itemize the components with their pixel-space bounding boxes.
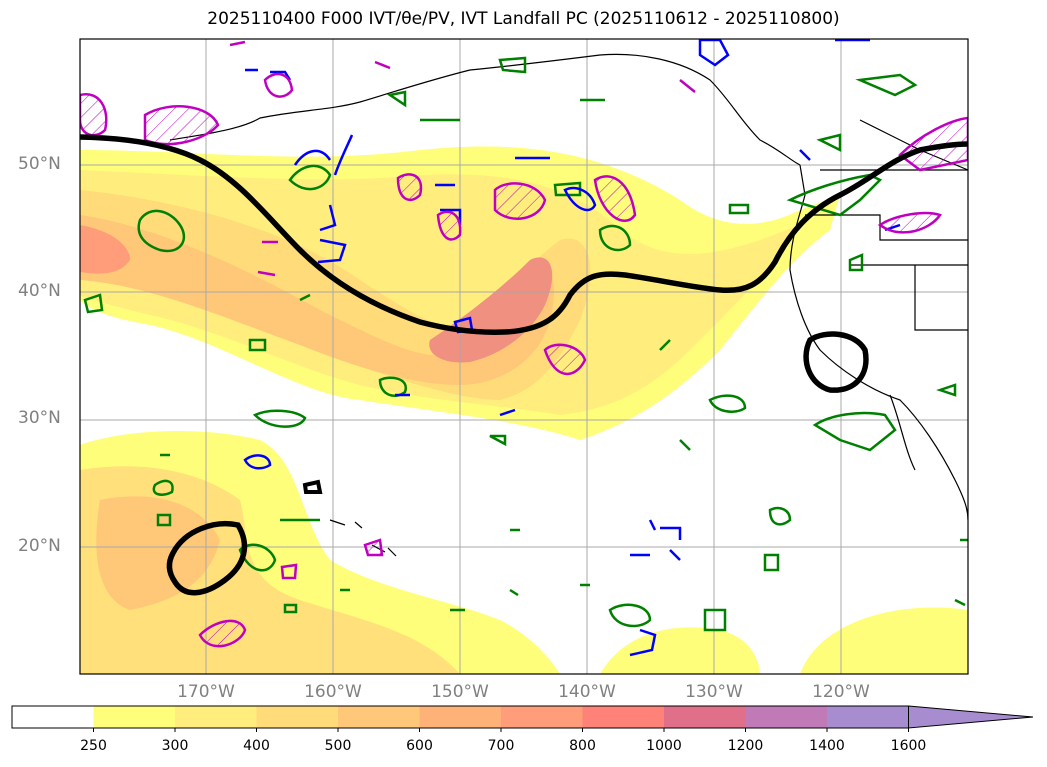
pv-hatched-regions (80, 40, 968, 648)
colorbar-tick-label: 700 (487, 738, 515, 754)
graticule (80, 39, 968, 674)
landfall-pc-contours (80, 134, 968, 596)
lat-label-20n: 20°N (18, 536, 61, 556)
colorbar-tick-label: 1200 (727, 738, 764, 754)
ivt-band-500 (80, 215, 554, 385)
colorbar-segment (256, 706, 339, 728)
lon-label-120w: 120°W (812, 682, 870, 702)
colorbar-tick-label: 300 (161, 738, 189, 754)
ivt-band-se (600, 627, 760, 674)
colorbar-tick-label: 600 (406, 738, 433, 754)
colorbar-segment (175, 706, 257, 728)
colorbar-tick-label: 400 (243, 738, 270, 754)
colorbar-segment (827, 706, 909, 728)
lat-label-40n: 40°N (18, 281, 61, 301)
lat-label-30n: 30°N (18, 408, 61, 428)
colorbar-outline (11, 705, 909, 729)
colorbar-tick-label: 250 (80, 738, 107, 754)
colorbar-tick-label: 500 (324, 738, 352, 754)
colorbar-segment (419, 706, 502, 728)
theta-e-contours (83, 56, 968, 632)
colorbar-segment (12, 706, 94, 728)
colorbar-tick-label: 1600 (890, 738, 927, 754)
coastlines (169, 53, 968, 557)
lon-label-150w: 150°W (431, 682, 489, 702)
colorbar-segment (745, 706, 828, 728)
colorbar-segment (664, 706, 746, 728)
lon-label-140w: 140°W (558, 682, 616, 702)
colorbar-segment (93, 706, 176, 728)
ivt-band-south-core (96, 496, 220, 610)
lon-label-130w: 130°W (685, 682, 743, 702)
colorbar-extend-arrow (908, 705, 1034, 729)
ivt-band-700 (80, 225, 130, 274)
colorbar-tick-label: 800 (569, 738, 596, 754)
colorbar-segment (582, 706, 665, 728)
colorbar-segment (338, 706, 420, 728)
lon-label-160w: 160°W (304, 682, 362, 702)
map-title: 2025110400 F000 IVT/θe/PV, IVT Landfall … (207, 9, 840, 29)
colorbar-tick-label: 1000 (646, 738, 682, 754)
map-frame (79, 38, 969, 675)
lat-label-50n: 50°N (18, 154, 61, 174)
colorbar (11, 705, 1034, 732)
colorbar-tick-label: 1400 (809, 738, 845, 754)
ivt-band-far-se (800, 607, 968, 674)
colorbar-segment (501, 706, 583, 728)
lon-label-170w: 170°W (177, 682, 235, 702)
